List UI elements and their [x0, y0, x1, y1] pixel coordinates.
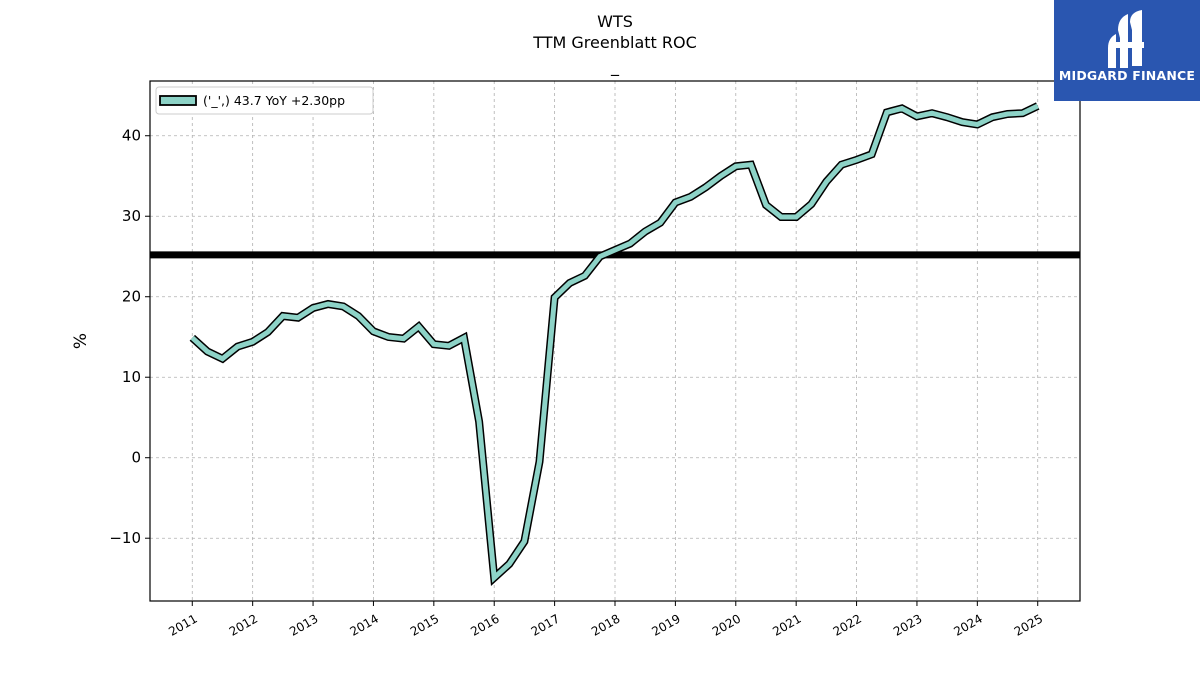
y-tick-label: 20	[122, 288, 141, 306]
legend-box	[155, 86, 374, 115]
x-tick-label: 2024	[951, 611, 984, 638]
x-tick-label: 2023	[891, 611, 924, 638]
x-tick-label: 2013	[287, 611, 320, 638]
legend-label: ('_',) 43.7 YoY +2.30pp	[203, 93, 345, 108]
y-tick-label: 0	[131, 449, 141, 467]
y-tick-label: 30	[122, 207, 141, 225]
x-tick-label: 2019	[649, 611, 682, 638]
x-tick-label: 2018	[589, 611, 622, 638]
chart-title: WTS	[597, 12, 633, 31]
x-tick-label: 2017	[529, 611, 562, 638]
x-tick-label: 2020	[710, 611, 743, 638]
x-tick-label: 2021	[770, 611, 803, 638]
midgard-logo-icon	[1108, 10, 1144, 68]
y-tick-label: 40	[122, 127, 141, 145]
x-tick-label: 2011	[166, 611, 199, 638]
x-tick-label: 2012	[227, 611, 260, 638]
y-axis-label: %	[71, 333, 91, 349]
logo-text: MIDGARD FINANCE	[1058, 68, 1196, 83]
x-tick-label: 2022	[831, 611, 864, 638]
x-tick-label: 2015	[408, 611, 441, 638]
y-tick-label: −10	[109, 529, 141, 547]
x-tick-label: 2016	[468, 611, 501, 638]
chart-subtitle: TTM Greenblatt ROC	[533, 33, 697, 52]
chart-subtitle-2: _	[611, 57, 619, 76]
y-tick-label: 10	[122, 368, 141, 386]
x-tick-label: 2014	[347, 611, 380, 638]
brand-logo: MIDGARD FINANCE	[1054, 0, 1200, 101]
legend-swatch	[159, 95, 197, 106]
x-tick-label: 2025	[1012, 611, 1045, 638]
series-line	[190, 103, 1039, 583]
